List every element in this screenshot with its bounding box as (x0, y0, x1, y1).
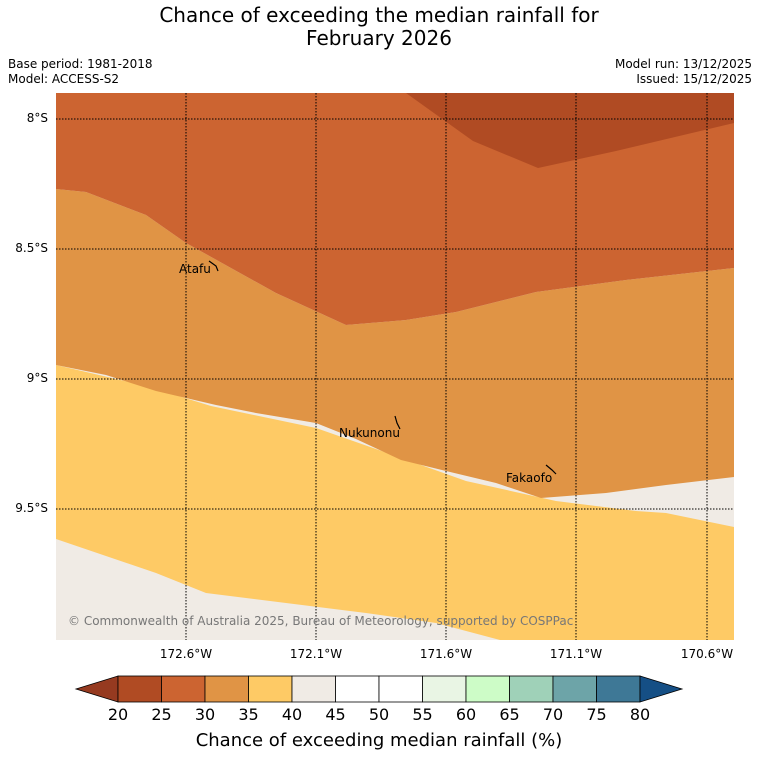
meta-right: Model run: 13/12/2025 Issued: 15/12/2025 (615, 57, 752, 87)
place-label-fakaofo: Fakaofo (506, 471, 553, 485)
colorbar-tick-label: 40 (281, 705, 303, 724)
lon-label-172-1w: 172.1°W (289, 647, 343, 661)
lon-label-172-6w: 172.6°W (159, 647, 213, 661)
colorbar-cell (465, 675, 510, 703)
base-period: Base period: 1981-2018 (8, 57, 153, 71)
lon-label-171-1w: 171.1°W (549, 647, 603, 661)
chart-title: Chance of exceeding the median rainfall … (0, 4, 758, 50)
colorbar-cell (552, 675, 597, 703)
colorbar-low-extend (74, 675, 119, 703)
colorbar-tick-label: 65 (499, 705, 520, 724)
region-35-40 (56, 365, 734, 640)
lat-label-8-5s: 8.5°S (15, 241, 48, 255)
title-line-2: February 2026 (306, 26, 452, 50)
colorbar-tick-label: 75 (586, 705, 607, 724)
graticule (56, 93, 734, 640)
map-area (56, 93, 734, 640)
lat-label-9-5s: 9.5°S (15, 501, 48, 515)
colorbar-cell (291, 675, 336, 703)
colorbar-cell (509, 675, 554, 703)
colorbar-tick-label: 80 (629, 705, 651, 724)
colorbar-tick-label: 30 (194, 705, 216, 724)
colorbar-tick-label: 45 (325, 705, 346, 724)
colorbar-tick-label: 20 (107, 705, 129, 724)
colorbar (74, 675, 684, 703)
region-20-25 (406, 93, 734, 168)
colorbar-cell (596, 675, 641, 703)
colorbar-cell (117, 675, 162, 703)
colorbar-cell (378, 675, 423, 703)
place-label-nukunonu: Nukunonu (339, 426, 400, 440)
lon-label-170-6w: 170.6°W (680, 647, 734, 661)
colorbar-cell (161, 675, 206, 703)
colorbar-tick-label: 35 (238, 705, 259, 724)
colorbar-tick-label: 25 (151, 705, 172, 724)
nukunonu-atoll-outline (394, 415, 401, 430)
model-run: Model run: 13/12/2025 (614, 57, 752, 71)
model-name: Model: ACCESS-S2 (8, 72, 120, 86)
colorbar-cell (335, 675, 380, 703)
colorbar-tick-label: 50 (368, 705, 390, 724)
colorbar-title: Chance of exceeding median rainfall (%) (195, 730, 563, 751)
atafu-atoll-outline (208, 260, 219, 272)
colorbar-cell (204, 675, 249, 703)
copyright-notice: © Commonwealth of Australia 2025, Bureau… (68, 614, 574, 628)
meta-left: Base period: 1981-2018 Model: ACCESS-S2 (8, 57, 153, 87)
colorbar-cell (422, 675, 467, 703)
colorbar-tick-label: 70 (542, 705, 564, 724)
title-line-1: Chance of exceeding the median rainfall … (159, 3, 599, 27)
lon-label-171-6w: 171.6°W (419, 647, 473, 661)
colorbar-cells (117, 675, 641, 703)
region-30-35 (56, 189, 734, 498)
colorbar-tick-label: 60 (455, 705, 477, 724)
lat-label-9s: 9°S (26, 371, 48, 385)
lat-label-8s: 8°S (26, 111, 48, 125)
colorbar-high-extend (639, 675, 684, 703)
colorbar-cell (248, 675, 293, 703)
fakaofo-atoll-outline (545, 464, 557, 475)
colorbar-tick-label: 55 (412, 705, 433, 724)
issued-date: Issued: 15/12/2025 (636, 72, 752, 86)
map-svg (56, 93, 734, 640)
place-label-atafu: Atafu (179, 262, 211, 276)
